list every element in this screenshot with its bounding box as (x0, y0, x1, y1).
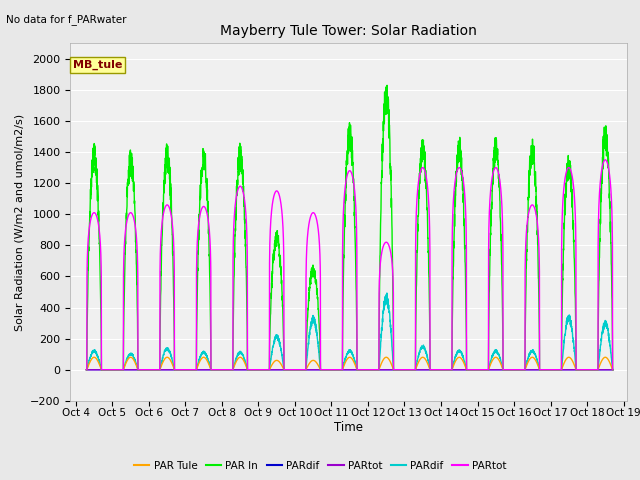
Title: Mayberry Tule Tower: Solar Radiation: Mayberry Tule Tower: Solar Radiation (220, 24, 477, 38)
Text: MB_tule: MB_tule (73, 60, 122, 71)
Text: No data for f_PARwater: No data for f_PARwater (6, 14, 127, 25)
Legend: PAR Tule, PAR In, PARdif, PARtot, PARdif, PARtot: PAR Tule, PAR In, PARdif, PARtot, PARdif… (130, 456, 510, 475)
X-axis label: Time: Time (334, 421, 364, 434)
Y-axis label: Solar Radiation (W/m2 and umol/m2/s): Solar Radiation (W/m2 and umol/m2/s) (15, 113, 24, 331)
